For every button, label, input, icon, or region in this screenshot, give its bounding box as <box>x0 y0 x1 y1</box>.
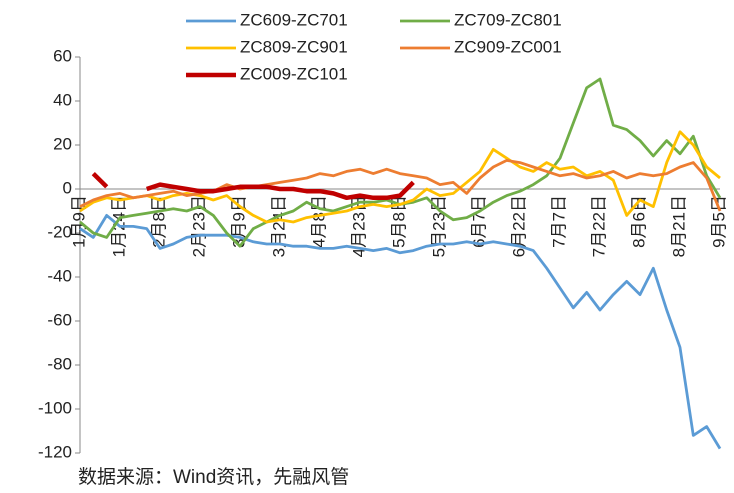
y-tick-label: 20 <box>53 134 72 153</box>
x-tick-label: 7月7日 <box>549 195 568 248</box>
y-tick-label: 60 <box>53 46 72 65</box>
legend-label: ZC909-ZC001 <box>454 37 562 56</box>
x-tick-label: 5月8日 <box>389 195 408 248</box>
y-tick-label: -60 <box>47 310 72 329</box>
x-tick-label: 2月8日 <box>149 195 168 248</box>
legend-label: ZC709-ZC801 <box>454 10 562 29</box>
x-tick-label: 8月21日 <box>669 195 688 257</box>
series-line <box>79 214 722 450</box>
legend-label: ZC609-ZC701 <box>240 10 348 29</box>
x-tick-label: 6月22日 <box>509 195 528 257</box>
x-tick-label: 4月23日 <box>349 195 368 257</box>
series-line <box>79 159 722 212</box>
y-tick-label: 40 <box>53 90 72 109</box>
series-line <box>79 130 721 224</box>
legend-label: ZC809-ZC901 <box>240 37 348 56</box>
y-tick-label: 0 <box>63 178 72 197</box>
x-tick-label: 3月24日 <box>269 195 288 257</box>
series-line <box>91 171 415 201</box>
y-tick-label: -40 <box>47 266 72 285</box>
x-tick-label: 2月23日 <box>189 195 208 257</box>
y-tick-label: -100 <box>38 398 72 417</box>
y-tick-label: -20 <box>47 222 72 241</box>
x-tick-label: 5月23日 <box>429 195 448 257</box>
source-note: 数据来源：Wind资讯，先融风管 <box>78 466 349 488</box>
x-tick-label: 6月7日 <box>469 195 488 248</box>
x-tick-label: 7月22日 <box>589 195 608 257</box>
x-tick-label: 4月8日 <box>309 195 328 248</box>
y-tick-label: -120 <box>38 442 72 461</box>
x-tick-label: 9月5日 <box>709 195 728 248</box>
y-tick-label: -80 <box>47 354 72 373</box>
legend-label: ZC009-ZC101 <box>240 64 348 83</box>
